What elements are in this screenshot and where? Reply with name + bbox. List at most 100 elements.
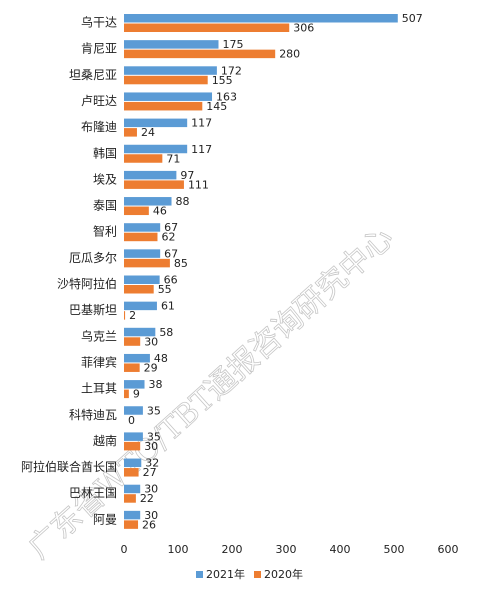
category-label: 阿曼 (93, 512, 117, 526)
data-label: 22 (140, 492, 154, 505)
data-label: 97 (180, 169, 194, 182)
bar-series-2021 (124, 223, 161, 232)
data-label: 0 (128, 414, 135, 427)
data-label: 29 (144, 361, 158, 374)
category-label: 智利 (93, 224, 117, 239)
bar-series-2020 (124, 75, 208, 85)
bar-series-2020 (124, 154, 163, 163)
data-label: 30 (144, 440, 158, 453)
bar-series-2020 (124, 49, 276, 59)
data-label: 117 (191, 143, 212, 156)
data-label: 2 (129, 309, 136, 322)
bar-series-2021 (124, 301, 157, 311)
data-label: 85 (174, 257, 188, 270)
x-tick-label: 600 (438, 543, 459, 556)
legend-label: 2020年 (264, 567, 303, 581)
bar-series-2020 (124, 441, 141, 451)
data-label: 117 (191, 117, 212, 130)
x-axis: 0 100 200 300 400 500 600 (121, 543, 459, 556)
watermark: 广东省WTO/TBT通报咨询研究中心 (22, 220, 401, 566)
bar-series-2021 (124, 249, 161, 258)
bar-series-2021 (124, 118, 188, 128)
data-label: 71 (166, 152, 180, 165)
data-label: 145 (206, 100, 227, 113)
data-label: 30 (144, 335, 158, 348)
data-label: 32 (145, 457, 159, 470)
category-label: 韩国 (93, 145, 117, 160)
data-label: 35 (147, 430, 161, 443)
category-label: 厄瓜多尔 (69, 250, 117, 265)
legend: 2021年 2020年 (196, 567, 303, 581)
category-label: 土耳其 (81, 382, 117, 396)
bar-series-2021 (124, 170, 177, 180)
data-label: 46 (153, 205, 167, 218)
data-label: 48 (154, 352, 168, 365)
data-label: 66 (164, 274, 178, 287)
data-label: 111 (188, 178, 209, 191)
category-label: 布隆迪 (81, 119, 117, 134)
category-label: 巴林王国 (69, 486, 117, 500)
data-label: 172 (221, 64, 242, 77)
data-label: 67 (164, 221, 178, 234)
category-label: 越南 (93, 433, 117, 448)
data-label: 55 (158, 283, 172, 296)
bar-series-2020 (124, 258, 170, 268)
data-label: 27 (143, 466, 157, 479)
category-label: 泰国 (93, 199, 117, 213)
bar-series-2021 (124, 14, 398, 23)
bar-series-2020 (124, 232, 158, 242)
data-label: 30 (144, 509, 158, 522)
bar-series-2021 (124, 327, 156, 337)
category-label: 科特迪瓦 (69, 407, 117, 422)
bar-series-2021 (124, 458, 142, 468)
bar-series-2020 (124, 23, 290, 32)
data-label: 62 (161, 231, 175, 244)
bar-series-2020 (124, 389, 129, 399)
data-label: 61 (161, 300, 175, 313)
category-label: 乌干达 (81, 15, 117, 30)
x-tick-label: 300 (276, 543, 297, 556)
data-label: 26 (142, 518, 156, 531)
bar-series-2021 (124, 144, 188, 154)
data-label: 58 (159, 326, 173, 339)
data-label: 30 (144, 483, 158, 496)
x-tick-label: 500 (384, 543, 405, 556)
bar-series-2021 (124, 197, 172, 206)
bar-series-2020 (124, 363, 140, 372)
category-label: 巴基斯坦 (69, 303, 117, 317)
category-label: 菲律宾 (81, 354, 117, 369)
category-label: 乌克兰 (81, 328, 117, 343)
data-label: 24 (141, 126, 155, 139)
category-label: 沙特阿拉伯 (57, 276, 117, 291)
bars-layer (124, 14, 398, 529)
bar-series-2020 (124, 337, 141, 346)
data-label: 38 (149, 378, 163, 391)
x-tick-label: 400 (330, 543, 351, 556)
bar-series-2020 (124, 311, 126, 320)
data-label: 163 (216, 90, 237, 103)
x-tick-label: 0 (121, 543, 128, 556)
bar-series-2020 (124, 494, 136, 503)
bar-series-2021 (124, 432, 143, 441)
bar-series-2021 (124, 92, 213, 101)
x-tick-label: 200 (222, 543, 243, 556)
data-label: 306 (293, 22, 314, 35)
bar-series-2020 (124, 128, 137, 137)
category-label: 坦桑尼亚 (69, 68, 117, 82)
bar-series-2021 (124, 275, 160, 284)
bar-series-2021 (124, 484, 141, 494)
bar-series-2021 (124, 406, 143, 415)
data-label: 88 (176, 195, 190, 208)
legend-swatch (196, 571, 203, 578)
data-label: 175 (223, 38, 244, 51)
category-label: 阿拉伯联合酋长国 (21, 459, 117, 474)
bar-series-2020 (124, 520, 139, 529)
bar-series-2021 (124, 353, 150, 363)
legend-swatch (254, 571, 261, 578)
category-label: 肯尼亚 (81, 42, 117, 56)
legend-label: 2021年 (206, 567, 245, 581)
watermark-text: 广东省WTO/TBT通报咨询研究中心 (22, 220, 400, 566)
